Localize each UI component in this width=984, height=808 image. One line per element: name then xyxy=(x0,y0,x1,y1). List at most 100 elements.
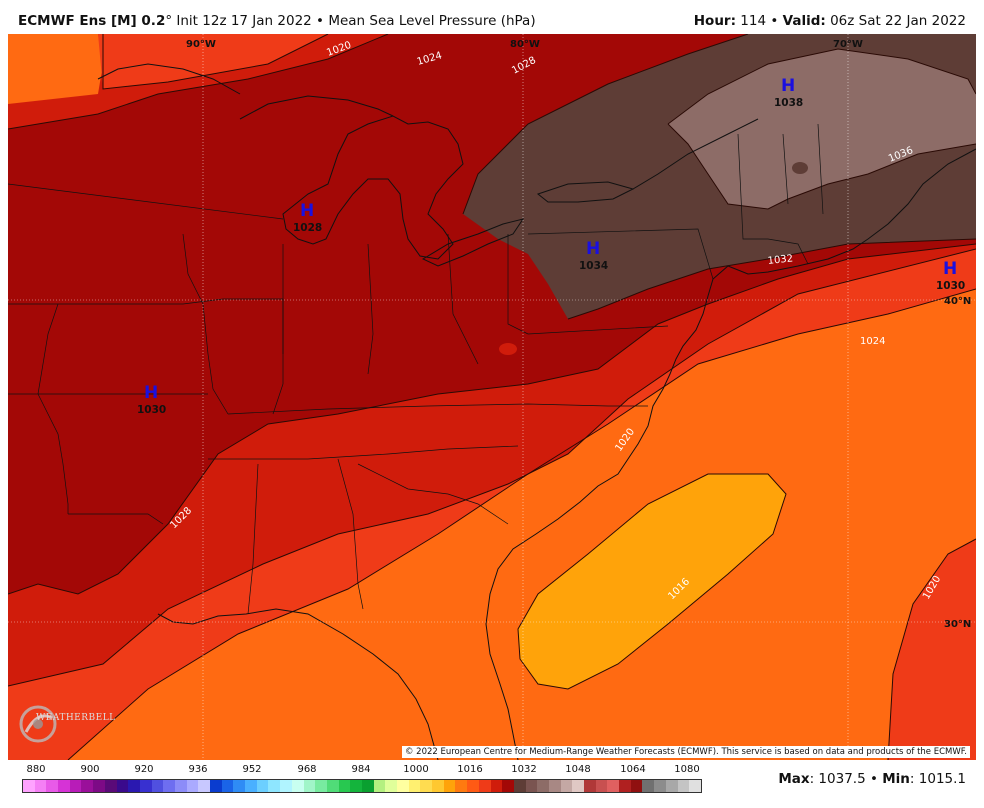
colorbar-labels: 880 900 920 936 952 968 984 1000 1016 10… xyxy=(22,764,702,778)
colorbar-tick: 1064 xyxy=(620,764,646,775)
colorbar-swatch xyxy=(116,780,129,792)
band-1038 xyxy=(668,49,976,209)
colorbar-swatch xyxy=(256,780,269,792)
valid-label: Valid: xyxy=(782,13,826,29)
isobar-lines xyxy=(8,34,976,760)
state-border-ms-al xyxy=(247,463,259,615)
colorbar-swatch xyxy=(34,780,47,792)
colorbar-swatch xyxy=(607,780,620,792)
colorbar-swatch xyxy=(128,780,140,792)
label-30n: 30°N xyxy=(944,619,971,630)
colorbar-swatch xyxy=(560,780,573,792)
degree-symbol: ° xyxy=(165,13,173,29)
colorbar-swatch xyxy=(432,780,444,792)
colorbar-swatch xyxy=(525,780,538,792)
high-letter: H xyxy=(586,239,600,259)
colorbar-swatch xyxy=(408,780,421,792)
colorbar-swatch xyxy=(420,780,433,792)
state-border-al-ga xyxy=(337,458,364,610)
high-center[interactable]: H 1030 xyxy=(936,259,965,292)
header-title: ECMWF Ens [M] 0.2° Init 12z 17 Jan 2022 … xyxy=(18,13,536,29)
weatherbell-swirl-icon xyxy=(19,705,57,743)
colorbar-swatch xyxy=(46,780,59,792)
high-letter: H xyxy=(943,259,957,279)
max-label: Max xyxy=(778,771,810,787)
pressure-map[interactable]: 90°W 80°W 70°W 40°N 30°N 1020 1024 1028 … xyxy=(8,34,976,760)
state-border-sc-ga xyxy=(357,463,509,525)
band-1024-southeast xyxy=(888,539,976,760)
colorbar-swatch xyxy=(630,780,643,792)
great-lakes-ontario xyxy=(536,181,635,203)
state-border-ks-mo xyxy=(37,303,69,514)
colorbar-swatch xyxy=(642,780,655,792)
separator: • xyxy=(869,771,878,787)
colorbar-swatch xyxy=(315,780,327,792)
high-center[interactable]: H 1028 xyxy=(293,201,322,234)
colorbar-swatch xyxy=(502,780,514,792)
colorbar-swatch xyxy=(338,780,351,792)
label-40n: 40°N xyxy=(944,296,971,307)
isobar-1030 xyxy=(8,243,976,595)
isobar-1016 xyxy=(517,473,787,690)
great-lakes-erie xyxy=(421,218,525,267)
gulf-coastline xyxy=(157,608,439,760)
valid-value: 06z Sat 22 Jan 2022 xyxy=(830,13,966,29)
colorbar-tick: 936 xyxy=(188,764,208,775)
colorbar-tick: 1048 xyxy=(565,764,591,775)
colorbar-swatches xyxy=(22,779,702,793)
hour-value: 114 xyxy=(740,13,767,29)
high-letter: H xyxy=(300,201,314,221)
colorbar-swatch xyxy=(548,780,561,792)
state-border-in-oh xyxy=(367,243,374,375)
isobar-1020-north xyxy=(102,34,329,90)
high-value: 1030 xyxy=(137,404,166,416)
label-80w: 80°W xyxy=(510,39,540,50)
logo-text: WEATHERBELL xyxy=(36,713,116,723)
colorbar-swatch xyxy=(689,780,701,792)
state-border-il-in xyxy=(272,244,284,415)
map-canvas: 90°W 80°W 70°W 40°N 30°N 1020 1024 1028 … xyxy=(8,34,976,760)
isobar-label: 1024 xyxy=(860,336,885,347)
colorbar-swatch xyxy=(513,780,526,792)
colorbar-tick: 1032 xyxy=(511,764,537,775)
state-borders xyxy=(8,123,824,615)
band-1028-pocket xyxy=(499,343,517,355)
band-1034-pocket xyxy=(792,162,808,174)
colorbar-swatch xyxy=(174,780,187,792)
colorbar-swatch xyxy=(93,780,105,792)
model-name: ECMWF Ens [M] 0.2 xyxy=(18,13,166,29)
isobar-1028 xyxy=(8,248,976,687)
header: ECMWF Ens [M] 0.2° Init 12z 17 Jan 2022 … xyxy=(0,0,984,34)
isobar-1020-southeast xyxy=(887,538,976,760)
header-valid: Hour: 114 • Valid: 06z Sat 22 Jan 2022 xyxy=(694,13,966,29)
high-center[interactable]: H 1038 xyxy=(774,76,803,109)
band-1024-north xyxy=(98,34,328,89)
high-value: 1028 xyxy=(293,222,322,234)
state-border-ny-ne xyxy=(737,133,809,265)
high-value: 1030 xyxy=(936,280,965,292)
colorbar-swatch xyxy=(139,780,152,792)
colorbar-swatch xyxy=(186,780,199,792)
high-center[interactable]: H 1030 xyxy=(137,383,166,416)
colorbar-tick: 920 xyxy=(134,764,154,775)
state-border-river xyxy=(182,233,229,415)
high-letter: H xyxy=(144,383,158,403)
colorbar-swatch xyxy=(467,780,479,792)
colorbar-swatch xyxy=(373,780,386,792)
colorbar-swatch xyxy=(443,780,456,792)
colorbar-swatch xyxy=(455,780,468,792)
label-90w: 90°W xyxy=(186,39,216,50)
state-border-tn-ky xyxy=(227,403,648,415)
high-center[interactable]: H 1034 xyxy=(579,239,608,272)
coastlines xyxy=(97,63,976,760)
colorbar-swatch xyxy=(233,780,246,792)
colorbar-swatch xyxy=(490,780,503,792)
state-border-ar-la xyxy=(68,513,164,525)
state-border-pa-md xyxy=(507,234,669,335)
min-label: Min xyxy=(882,771,910,787)
colorbar: 880 900 920 936 952 968 984 1000 1016 10… xyxy=(22,764,702,804)
hour-label: Hour: xyxy=(693,13,736,29)
colorbar-tick: 1000 xyxy=(403,764,429,775)
st-lawrence-border xyxy=(632,118,759,190)
great-lakes-superior xyxy=(239,95,394,120)
